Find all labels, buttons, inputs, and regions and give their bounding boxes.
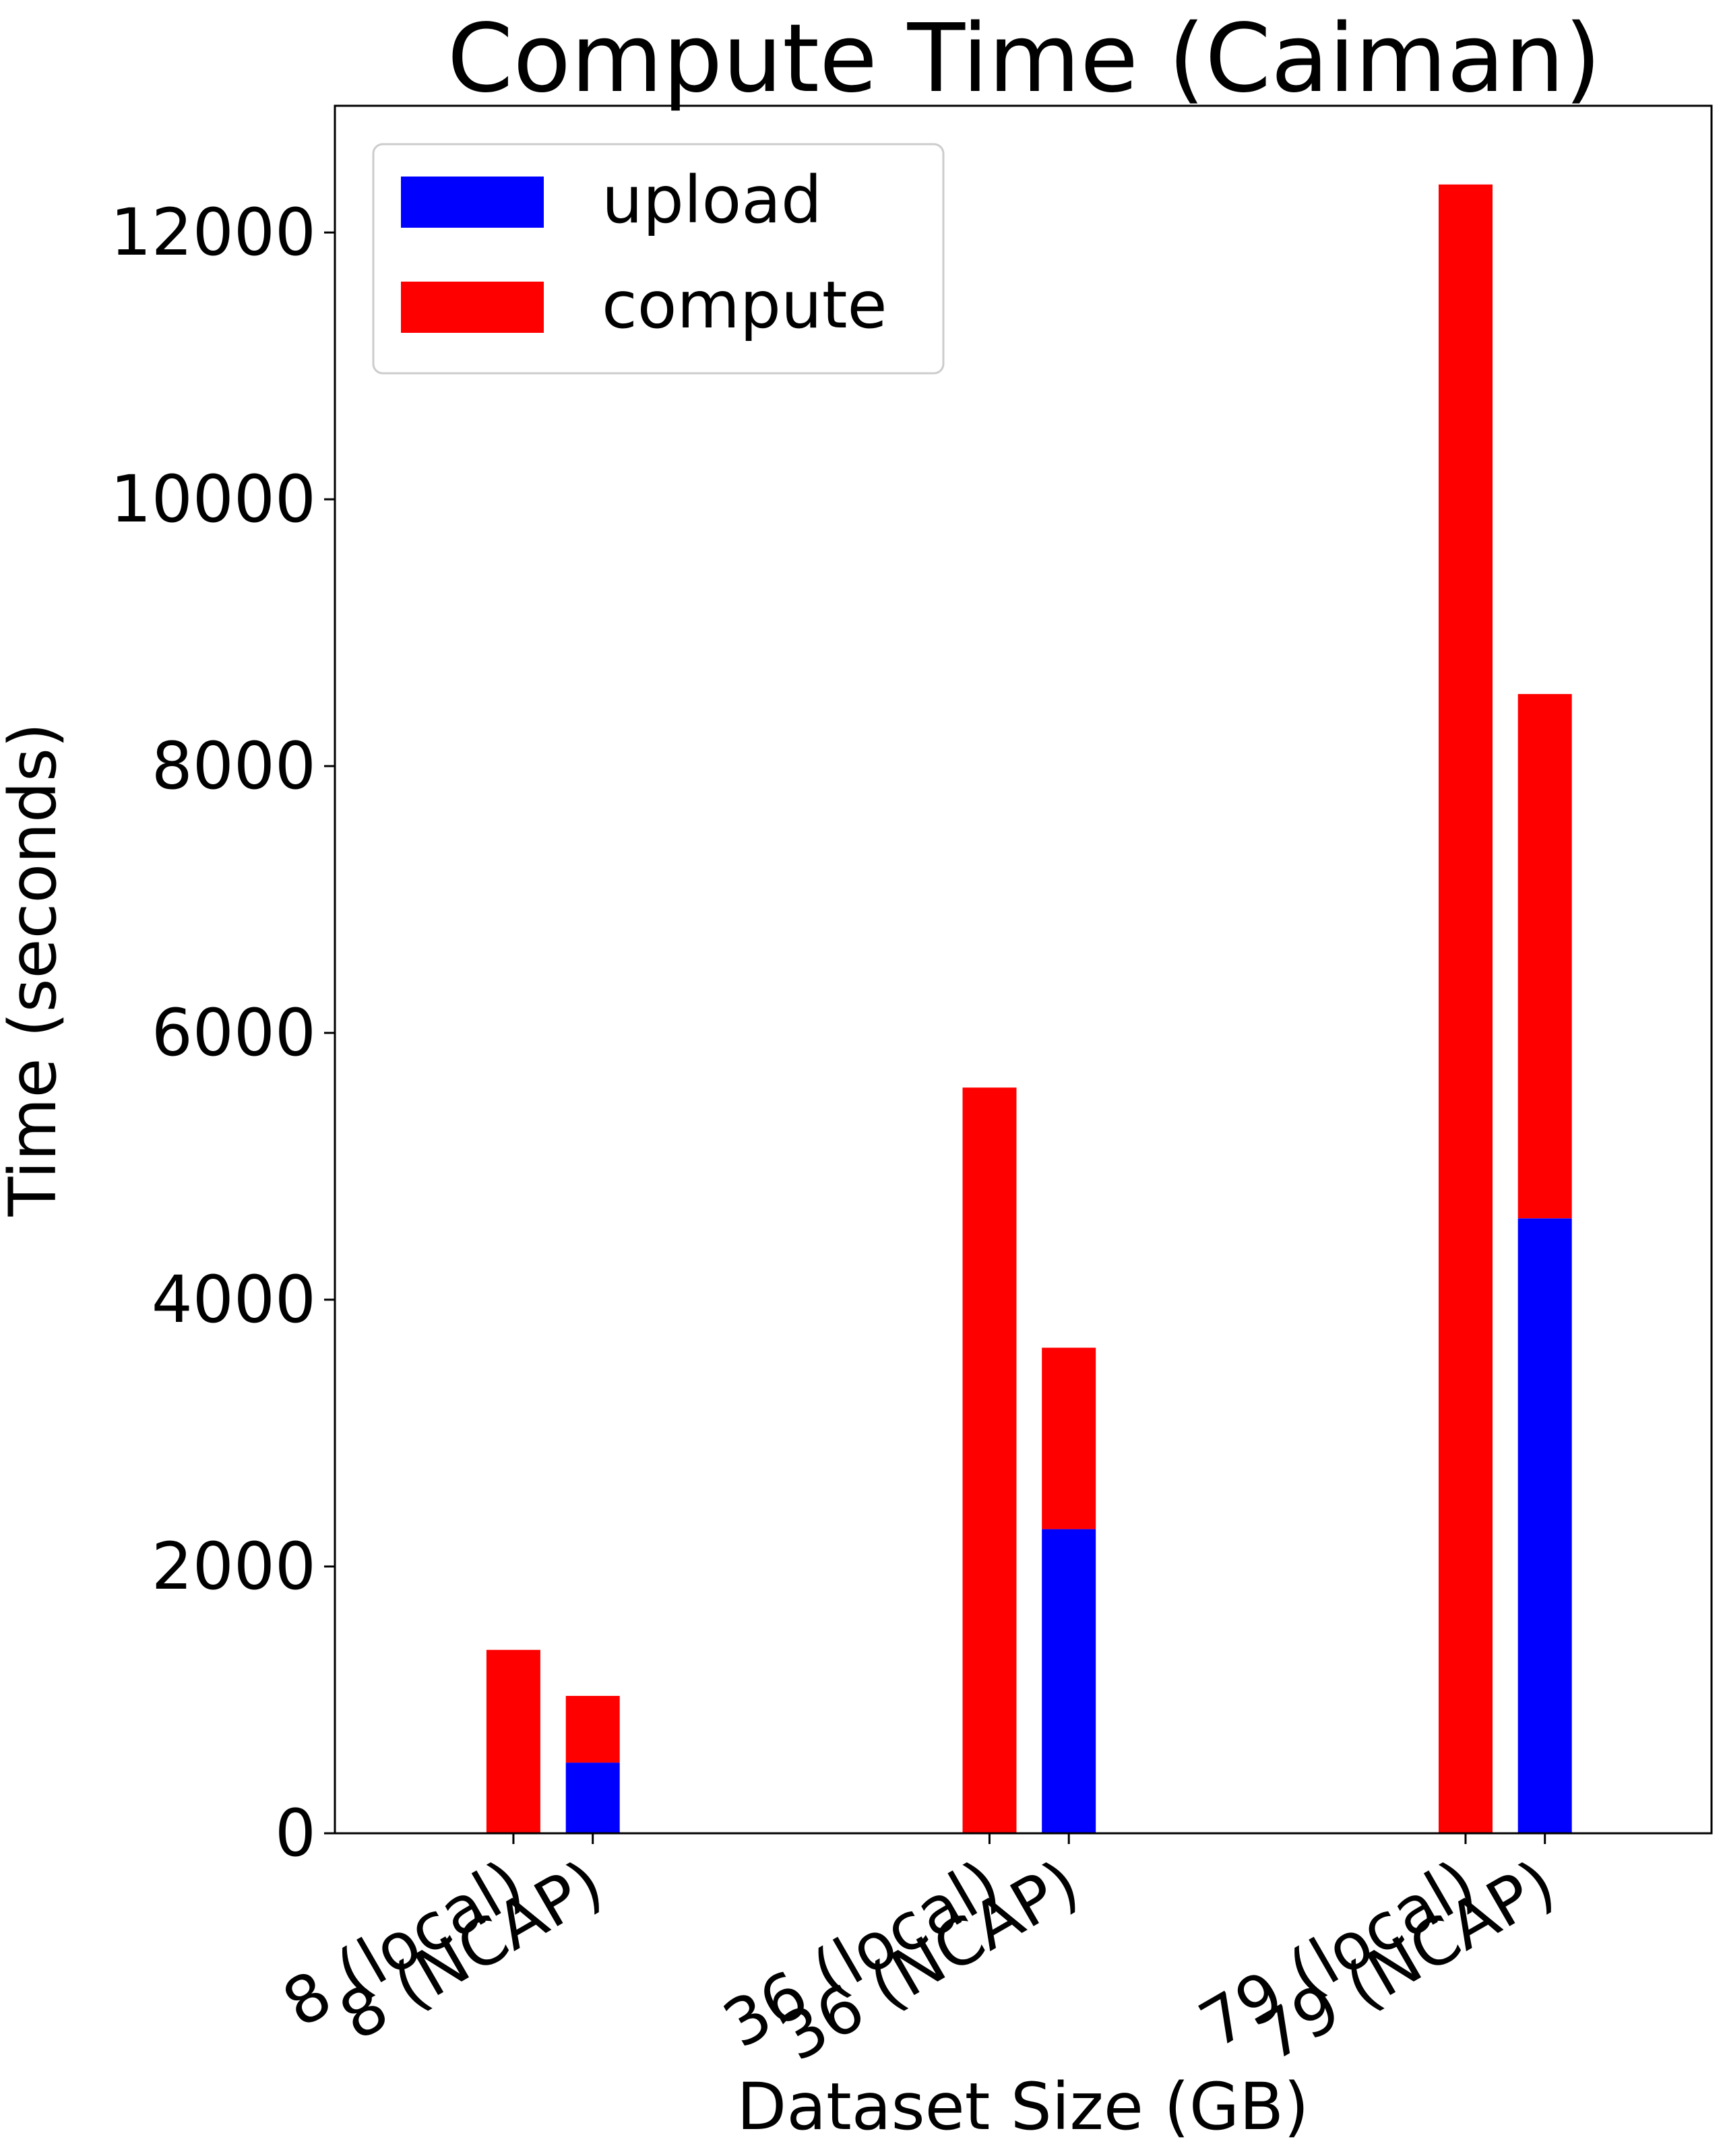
legend: upload compute	[372, 143, 945, 375]
x-axis: 8 (local)8 (NCAP) 36 (local)36 (NCAP) 79 (…	[270, 1833, 1567, 2076]
y-axis-label: Time (seconds)	[0, 723, 71, 1217]
bar-compute-4	[1042, 1348, 1096, 1529]
y-tick-label: 4000	[152, 1262, 316, 1337]
bar-compute-3	[962, 1087, 1017, 1833]
y-tick-label: 10000	[111, 462, 316, 537]
legend-label-upload: upload	[602, 162, 822, 238]
y-tick-label: 0	[275, 1796, 316, 1871]
legend-swatch-upload	[401, 177, 544, 228]
y-tick-label: 12000	[111, 195, 316, 270]
legend-swatch-compute	[401, 282, 544, 333]
bar-compute-2	[565, 1696, 620, 1763]
bar-compute-5	[1439, 184, 1493, 1833]
y-axis: 0 2000 4000 6000 8000 10000 12000	[111, 195, 335, 1871]
y-tick-label: 2000	[152, 1529, 316, 1604]
plot-frame	[334, 104, 1713, 1835]
x-axis-label: Dataset Size (GB)	[736, 2069, 1309, 2145]
bar-upload-2	[565, 1763, 620, 1833]
bar-compute-1	[486, 1649, 540, 1833]
y-tick-label: 6000	[152, 995, 316, 1071]
y-tick-label: 8000	[152, 728, 316, 804]
chart-title: Compute Time (Caiman)	[447, 4, 1602, 114]
bar-upload-6	[1517, 1218, 1572, 1833]
bar-upload-4	[1042, 1529, 1096, 1833]
bars	[486, 184, 1572, 1833]
bar-compute-6	[1517, 694, 1572, 1219]
legend-label-compute: compute	[602, 267, 887, 343]
